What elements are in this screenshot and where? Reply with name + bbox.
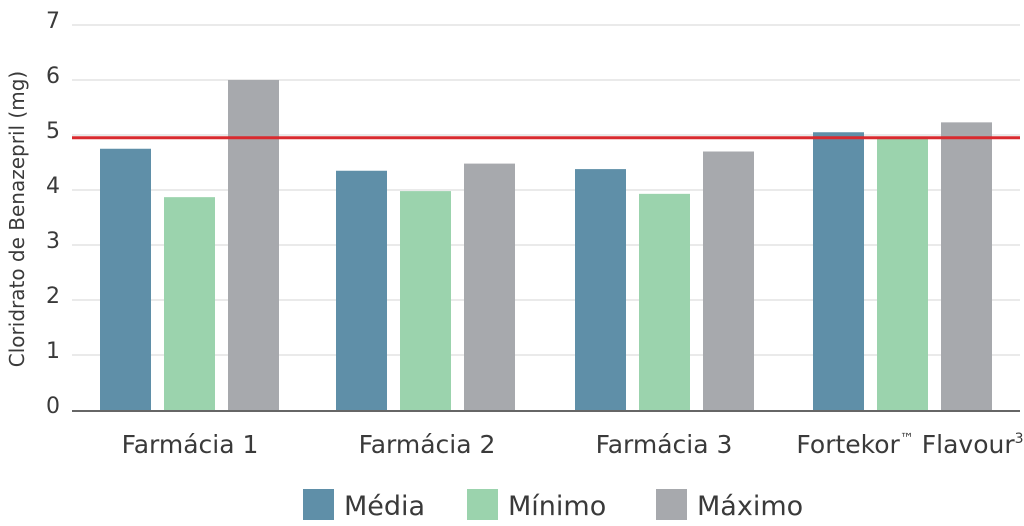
y-tick-label: 6 [46, 64, 60, 89]
y-tick-labels: 0 1 2 3 4 5 6 7 [46, 9, 60, 419]
bars [100, 80, 992, 410]
legend-label: Média [344, 491, 425, 522]
y-tick-label: 1 [46, 339, 60, 364]
category-label: Farmácia 1 [122, 430, 259, 459]
y-axis-label: Cloridrato de Benazepril (mg) [5, 71, 29, 367]
bar-minimo-1 [164, 197, 215, 410]
category-label: Farmácia 2 [359, 430, 496, 459]
y-tick-label: 7 [46, 9, 60, 34]
y-tick-label: 5 [46, 119, 60, 144]
bar-media-2 [336, 170, 387, 410]
category-label: Farmácia 3 [596, 430, 733, 459]
legend-swatch [656, 489, 687, 520]
y-tick-label: 0 [46, 394, 60, 419]
bar-minimo-4 [877, 137, 928, 410]
bar-minimo-3 [639, 193, 690, 410]
bar-media-1 [100, 148, 151, 410]
legend-label: Mínimo [508, 491, 606, 522]
bar-maximo-2 [464, 163, 515, 410]
y-tick-label: 4 [46, 174, 60, 199]
legend-swatch [467, 489, 498, 520]
bar-minimo-2 [400, 191, 451, 410]
legend: Média Mínimo Máximo [303, 489, 803, 522]
y-tick-label: 2 [46, 284, 60, 309]
legend-swatch [303, 489, 334, 520]
bar-media-3 [575, 169, 626, 410]
y-tick-label: 3 [46, 229, 60, 254]
bar-maximo-1 [228, 80, 279, 410]
bar-maximo-4 [941, 122, 992, 410]
category-label: Fortekor™ Flavour3 [796, 430, 1023, 459]
bar-media-4 [813, 132, 864, 410]
bar-maximo-3 [703, 151, 754, 410]
category-labels: Farmácia 1 Farmácia 2 Farmácia 3 Fortekor™ … [122, 430, 1024, 459]
legend-label: Máximo [697, 491, 803, 522]
